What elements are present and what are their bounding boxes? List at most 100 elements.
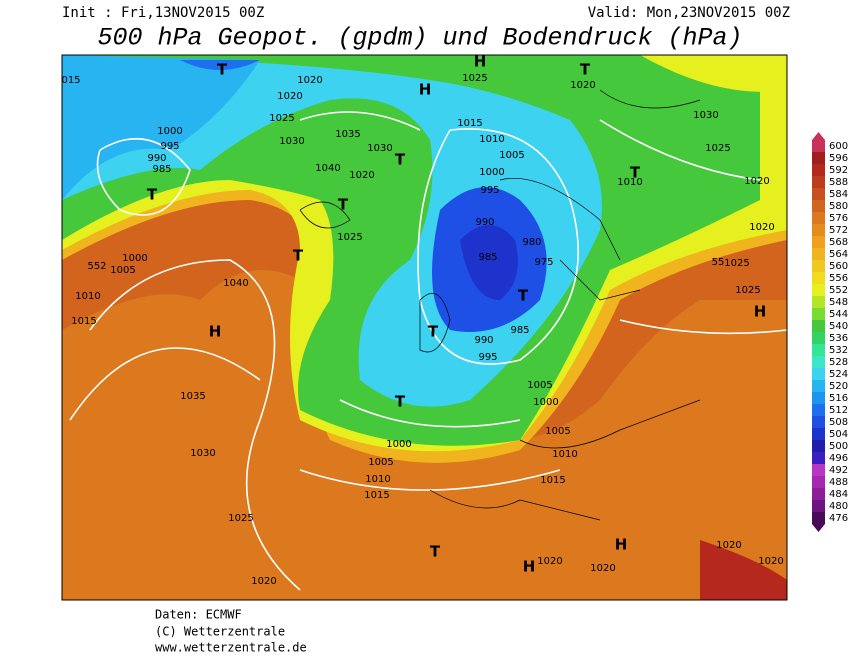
colorbar-label: 524 bbox=[829, 369, 848, 380]
colorbar-label: 500 bbox=[829, 441, 848, 452]
colorbar-band bbox=[812, 488, 825, 500]
colorbar-label: 512 bbox=[829, 405, 848, 416]
isobar-label: 985 bbox=[510, 325, 529, 336]
colorbar-band bbox=[812, 344, 825, 356]
isobar-label: 1020 bbox=[716, 540, 741, 551]
isobar-label: 1015 bbox=[457, 118, 482, 129]
credit: www.wetterzentrale.de bbox=[155, 641, 307, 655]
isobar-label: 1020 bbox=[277, 91, 302, 102]
isobar-label: 1005 bbox=[527, 380, 552, 391]
isobar-label: 1030 bbox=[693, 110, 718, 121]
colorbar-label: 476 bbox=[829, 513, 848, 524]
colorbar-end bbox=[812, 132, 825, 140]
isobar-label: 1010 bbox=[617, 177, 642, 188]
map-title: 500 hPa Geopot. (gpdm) und Bodendruck (h… bbox=[97, 24, 742, 53]
isobar-label: 990 bbox=[147, 153, 166, 164]
colorbar-label: 532 bbox=[829, 345, 848, 356]
colorbar-band bbox=[812, 512, 825, 524]
isobar-label: 1025 bbox=[462, 73, 487, 84]
isobar-label: 1040 bbox=[223, 278, 248, 289]
pressure-center: H bbox=[523, 558, 536, 576]
isobar-label: 1005 bbox=[499, 150, 524, 161]
pressure-center: T bbox=[338, 196, 349, 214]
isobar-label: 1020 bbox=[590, 563, 615, 574]
pressure-center: T bbox=[293, 247, 304, 265]
colorbar-end bbox=[812, 524, 825, 532]
isobar-label: 1000 bbox=[122, 253, 147, 264]
colorbar-band bbox=[812, 368, 825, 380]
pressure-center: H bbox=[754, 303, 767, 321]
isobar-label: 1020 bbox=[744, 176, 769, 187]
colorbar-label: 572 bbox=[829, 225, 848, 236]
isobar-label: 1030 bbox=[367, 143, 392, 154]
isobar-label: 990 bbox=[474, 335, 493, 346]
isobar-label: 1040 bbox=[315, 163, 340, 174]
isobar-label: 1030 bbox=[279, 136, 304, 147]
isobar-label: 1005 bbox=[545, 426, 570, 437]
isobar-label: 1020 bbox=[297, 75, 322, 86]
colorbar-label: 520 bbox=[829, 381, 848, 392]
pressure-center: T bbox=[147, 186, 158, 204]
isobar-label: 1020 bbox=[758, 556, 783, 567]
colorbar-band bbox=[812, 452, 825, 464]
valid-time: Valid: Mon,23NOV2015 00Z bbox=[588, 5, 790, 21]
isobar-label: 1025 bbox=[228, 513, 253, 524]
colorbar-label: 588 bbox=[829, 177, 848, 188]
pressure-center: H bbox=[419, 81, 432, 99]
isobar-label: 1020 bbox=[570, 80, 595, 91]
colorbar-label: 544 bbox=[829, 309, 848, 320]
isobar-label: 015 bbox=[61, 75, 80, 86]
pressure-center: T bbox=[518, 287, 529, 305]
pressure-center: T bbox=[395, 393, 406, 411]
colorbar-label: 528 bbox=[829, 357, 848, 368]
pressure-center: H bbox=[474, 53, 487, 71]
isobar-label: 1005 bbox=[110, 265, 135, 276]
isobar-label: 985 bbox=[152, 164, 171, 175]
colorbar-band bbox=[812, 332, 825, 344]
isobar-label: 55 bbox=[712, 257, 725, 268]
pressure-center: T bbox=[580, 61, 591, 79]
isobar-label: 995 bbox=[160, 141, 179, 152]
colorbar-band bbox=[812, 476, 825, 488]
pressure-center: T bbox=[428, 323, 439, 341]
isobar-label: 995 bbox=[480, 185, 499, 196]
isobar-label: 1000 bbox=[386, 439, 411, 450]
colorbar-band bbox=[812, 236, 825, 248]
colorbar-label: 576 bbox=[829, 213, 848, 224]
isobar-label: 1025 bbox=[337, 232, 362, 243]
colorbar-label: 556 bbox=[829, 273, 848, 284]
pressure-center: T bbox=[395, 151, 406, 169]
colorbar-label: 596 bbox=[829, 153, 848, 164]
init-time: Init : Fri,13NOV2015 00Z bbox=[62, 5, 264, 21]
colorbar-label: 580 bbox=[829, 201, 848, 212]
colorbar-band bbox=[812, 260, 825, 272]
isobar-label: 1005 bbox=[368, 457, 393, 468]
isobar-label: 1025 bbox=[269, 113, 294, 124]
isobar-label: 985 bbox=[478, 252, 497, 263]
colorbar-band bbox=[812, 200, 825, 212]
isobar-label: 1020 bbox=[349, 170, 374, 181]
isobar-label: 1025 bbox=[724, 258, 749, 269]
colorbar-label: 536 bbox=[829, 333, 848, 344]
colorbar-label: 568 bbox=[829, 237, 848, 248]
credit: Daten: ECMWF bbox=[155, 608, 242, 622]
isobar-label: 1035 bbox=[335, 129, 360, 140]
colorbar-band bbox=[812, 392, 825, 404]
colorbar-label: 584 bbox=[829, 189, 848, 200]
isobar-label: 990 bbox=[475, 217, 494, 228]
map-area bbox=[62, 55, 787, 600]
map-frame bbox=[61, 54, 788, 601]
colorbar-label: 480 bbox=[829, 501, 848, 512]
isobar-label: 1030 bbox=[190, 448, 215, 459]
isobar-label: 552 bbox=[87, 261, 106, 272]
colorbar-band bbox=[812, 140, 825, 152]
isobar-label: 1015 bbox=[364, 490, 389, 501]
isobar-label: 1025 bbox=[735, 285, 760, 296]
isobar-label: 1000 bbox=[157, 126, 182, 137]
colorbar-band bbox=[812, 152, 825, 164]
isobar-label: 1020 bbox=[537, 556, 562, 567]
isobar-label: 1025 bbox=[705, 143, 730, 154]
colorbar-band bbox=[812, 320, 825, 332]
colorbar-band bbox=[812, 416, 825, 428]
